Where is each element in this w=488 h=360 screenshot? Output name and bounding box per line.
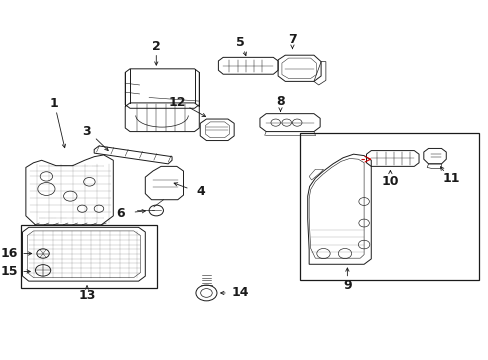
Text: 1: 1 bbox=[49, 97, 58, 110]
Text: 12: 12 bbox=[169, 96, 186, 109]
Text: 13: 13 bbox=[78, 289, 96, 302]
Bar bbox=[21, 225, 157, 288]
Text: 11: 11 bbox=[442, 172, 459, 185]
Text: 8: 8 bbox=[276, 95, 284, 108]
Text: 5: 5 bbox=[236, 36, 244, 49]
Text: 9: 9 bbox=[343, 279, 351, 292]
Text: 16: 16 bbox=[0, 247, 18, 260]
Bar bbox=[299, 134, 478, 280]
Text: 7: 7 bbox=[287, 32, 296, 46]
Text: 3: 3 bbox=[82, 125, 91, 138]
Text: 15: 15 bbox=[0, 265, 18, 278]
Text: 2: 2 bbox=[152, 40, 161, 53]
Text: 6: 6 bbox=[116, 207, 124, 220]
Text: 10: 10 bbox=[381, 175, 398, 188]
Text: 14: 14 bbox=[231, 287, 248, 300]
Text: 4: 4 bbox=[196, 185, 204, 198]
